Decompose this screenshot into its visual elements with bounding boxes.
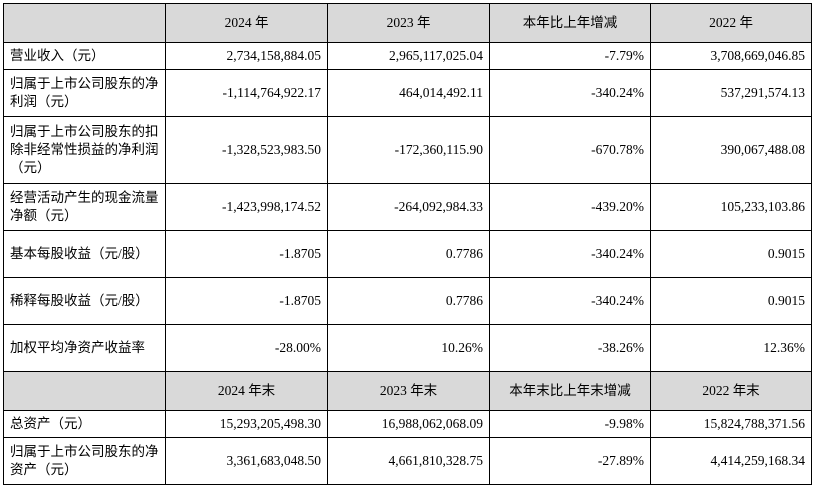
table-row: 基本每股收益（元/股） -1.8705 0.7786 -340.24% 0.90… — [3, 230, 812, 278]
header-cell: 2022 年末 — [650, 371, 812, 411]
value-cell: 10.26% — [327, 324, 490, 372]
row-label: 总资产（元） — [3, 410, 166, 438]
financial-summary-table: 2024 年 2023 年 本年比上年增减 2022 年 营业收入（元） 2,7… — [3, 3, 812, 485]
value-cell: 0.9015 — [650, 230, 812, 278]
value-cell: 3,361,683,048.50 — [165, 437, 328, 485]
row-label: 加权平均净资产收益率 — [3, 324, 166, 372]
value-cell: -28.00% — [165, 324, 328, 372]
header-cell: 2024 年末 — [165, 371, 328, 411]
table-row: 营业收入（元） 2,734,158,884.05 2,965,117,025.0… — [3, 42, 812, 70]
table-row: 加权平均净资产收益率 -28.00% 10.26% -38.26% 12.36% — [3, 324, 812, 372]
value-cell: -1,328,523,983.50 — [165, 116, 328, 184]
value-cell: 537,291,574.13 — [650, 69, 812, 117]
value-cell: -7.79% — [489, 42, 651, 70]
value-cell: -439.20% — [489, 183, 651, 231]
value-cell: -172,360,115.90 — [327, 116, 490, 184]
value-cell: -340.24% — [489, 277, 651, 325]
header-cell: 2023 年末 — [327, 371, 490, 411]
value-cell: 16,988,062,068.09 — [327, 410, 490, 438]
value-cell: 15,293,205,498.30 — [165, 410, 328, 438]
header-cell: 本年末比上年末增减 — [489, 371, 651, 411]
value-cell: -27.89% — [489, 437, 651, 485]
row-label: 归属于上市公司股东的净资产（元） — [3, 437, 166, 485]
value-cell: 12.36% — [650, 324, 812, 372]
row-label: 归属于上市公司股东的扣除非经常性损益的净利润（元） — [3, 116, 166, 184]
header-cell: 2023 年 — [327, 3, 490, 43]
value-cell: 390,067,488.08 — [650, 116, 812, 184]
row-label: 稀释每股收益（元/股） — [3, 277, 166, 325]
value-cell: 464,014,492.11 — [327, 69, 490, 117]
value-cell: 0.7786 — [327, 230, 490, 278]
value-cell: -1.8705 — [165, 230, 328, 278]
value-cell: -9.98% — [489, 410, 651, 438]
value-cell: -1,114,764,922.17 — [165, 69, 328, 117]
table-row: 稀释每股收益（元/股） -1.8705 0.7786 -340.24% 0.90… — [3, 277, 812, 325]
value-cell: 4,414,259,168.34 — [650, 437, 812, 485]
value-cell: 2,965,117,025.04 — [327, 42, 490, 70]
value-cell: -38.26% — [489, 324, 651, 372]
row-label: 经营活动产生的现金流量净额（元） — [3, 183, 166, 231]
value-cell: 105,233,103.86 — [650, 183, 812, 231]
table-row: 归属于上市公司股东的净资产（元） 3,361,683,048.50 4,661,… — [3, 437, 812, 485]
table-row: 经营活动产生的现金流量净额（元） -1,423,998,174.52 -264,… — [3, 183, 812, 231]
value-cell: 2,734,158,884.05 — [165, 42, 328, 70]
row-label: 营业收入（元） — [3, 42, 166, 70]
header-row-year-end: 2024 年末 2023 年末 本年末比上年末增减 2022 年末 — [3, 371, 812, 411]
header-cell: 2024 年 — [165, 3, 328, 43]
value-cell: 3,708,669,046.85 — [650, 42, 812, 70]
value-cell: -340.24% — [489, 69, 651, 117]
row-label: 基本每股收益（元/股） — [3, 230, 166, 278]
header-row-annual: 2024 年 2023 年 本年比上年增减 2022 年 — [3, 3, 812, 43]
value-cell: 4,661,810,328.75 — [327, 437, 490, 485]
value-cell: -264,092,984.33 — [327, 183, 490, 231]
value-cell: 0.7786 — [327, 277, 490, 325]
header-cell — [3, 371, 166, 411]
row-label: 归属于上市公司股东的净利润（元） — [3, 69, 166, 117]
header-cell: 本年比上年增减 — [489, 3, 651, 43]
table-row: 归属于上市公司股东的扣除非经常性损益的净利润（元） -1,328,523,983… — [3, 116, 812, 184]
value-cell: 0.9015 — [650, 277, 812, 325]
header-cell: 2022 年 — [650, 3, 812, 43]
table-row: 归属于上市公司股东的净利润（元） -1,114,764,922.17 464,0… — [3, 69, 812, 117]
header-cell — [3, 3, 166, 43]
value-cell: -1.8705 — [165, 277, 328, 325]
value-cell: -1,423,998,174.52 — [165, 183, 328, 231]
value-cell: -340.24% — [489, 230, 651, 278]
value-cell: 15,824,788,371.56 — [650, 410, 812, 438]
table-row: 总资产（元） 15,293,205,498.30 16,988,062,068.… — [3, 410, 812, 438]
value-cell: -670.78% — [489, 116, 651, 184]
